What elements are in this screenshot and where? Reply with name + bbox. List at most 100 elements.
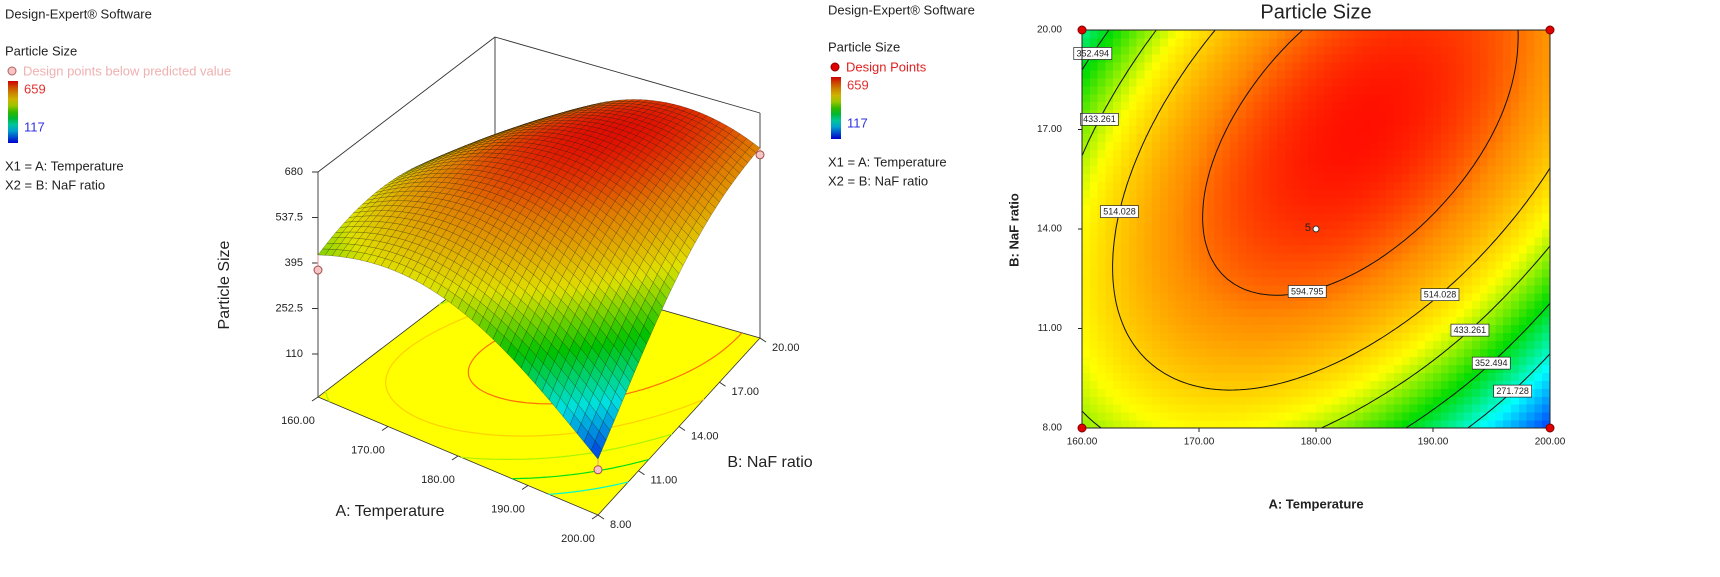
heat-cell [1183, 236, 1192, 246]
heat-cell [1292, 213, 1301, 222]
heat-cell [1331, 53, 1340, 63]
heat-cell [1425, 61, 1434, 71]
heat-cell [1518, 356, 1528, 365]
heat-cell [1433, 396, 1442, 405]
heat-cell [1394, 101, 1403, 111]
y-tick-label: 11.00 [1038, 323, 1063, 334]
heat-cell [1167, 173, 1177, 182]
heat-cell [1183, 221, 1192, 230]
heat-cell [1425, 420, 1434, 428]
heat-cell [1245, 93, 1255, 103]
heat-cell [1440, 380, 1450, 389]
heat-cell [1245, 125, 1255, 135]
heat-cell [1136, 276, 1145, 286]
heat-cell [1433, 101, 1442, 111]
heat-cell [1167, 260, 1177, 270]
heat-cell [1456, 141, 1465, 150]
heat-cell [1160, 348, 1169, 357]
heat-cell [1144, 300, 1153, 310]
heat-cell [1191, 205, 1200, 214]
heat-cell [1277, 380, 1286, 389]
heat-cell [1511, 420, 1520, 428]
heat-cell [1160, 101, 1169, 111]
heat-cell [1206, 396, 1216, 405]
heat-cell [1261, 205, 1270, 214]
heat-cell [1284, 181, 1294, 190]
heat-cell [1425, 205, 1434, 214]
heat-cell [1206, 244, 1216, 254]
heat-cell [1362, 396, 1372, 405]
heat-cell [1214, 292, 1223, 302]
heat-cell [1206, 61, 1216, 71]
heat-cell [1378, 37, 1387, 47]
heat-cell [1425, 268, 1434, 278]
heat-cell [1191, 268, 1200, 278]
heat-cell [1167, 37, 1177, 47]
heat-cell [1464, 316, 1473, 326]
heat-cell [1425, 125, 1434, 135]
heat-cell [1495, 30, 1504, 39]
heat-cell [1300, 229, 1309, 238]
heat-cell [1167, 77, 1177, 87]
heat-cell [1518, 53, 1528, 63]
heat-cell [1269, 189, 1278, 198]
heat-cell [1113, 173, 1122, 182]
heat-cell [1175, 356, 1184, 365]
heat-cell [1370, 125, 1379, 135]
heat-cell [1253, 388, 1262, 397]
heat-cell [1503, 213, 1512, 222]
heat-cell [1542, 189, 1550, 198]
heat-cell [1261, 165, 1270, 174]
heat-cell [1378, 53, 1387, 63]
heat-cell [1097, 412, 1106, 421]
heat-cell [1472, 396, 1481, 405]
heat-cell [1245, 348, 1255, 357]
heat-cell [1144, 396, 1153, 405]
heat-cell [1425, 324, 1434, 334]
heat-cell [1183, 45, 1192, 55]
heat-cell [1136, 101, 1145, 111]
heat-cell [1323, 109, 1333, 119]
heat-cell [1409, 141, 1418, 150]
heat-cell [1526, 77, 1535, 87]
heat-cell [1316, 173, 1325, 182]
heat-cell [1464, 125, 1473, 135]
heat-cell [1495, 109, 1504, 119]
heat-cell [1495, 189, 1504, 198]
heat-cell [1308, 348, 1317, 357]
heat-cell [1409, 236, 1418, 246]
heat-cell [1206, 85, 1216, 95]
heat-cell [1409, 189, 1418, 198]
heat-cell [1261, 340, 1270, 349]
heat-cell [1175, 396, 1184, 405]
heat-cell [1355, 165, 1364, 174]
heat-cell [1386, 189, 1395, 198]
heat-cell [1245, 316, 1255, 326]
heat-cell [1409, 388, 1418, 397]
heat-cell [1183, 396, 1192, 405]
heat-cell [1362, 412, 1372, 421]
heat-cell [1121, 292, 1130, 302]
heat-cell [1440, 221, 1450, 230]
heat-cell [1456, 260, 1465, 270]
heat-cell [1261, 244, 1270, 254]
heat-cell [1269, 133, 1278, 143]
heat-cell [1401, 236, 1411, 246]
heat-cell [1440, 133, 1450, 143]
heat-cell [1347, 53, 1356, 63]
heat-cell [1316, 69, 1325, 79]
heat-cell [1222, 340, 1231, 349]
heat-cell [1183, 404, 1192, 413]
heat-cell [1409, 324, 1418, 334]
heat-cell [1355, 173, 1364, 182]
heat-cell [1105, 30, 1114, 39]
heat-cell [1503, 268, 1512, 278]
heat-cell [1152, 244, 1161, 254]
heat-cell [1167, 189, 1177, 198]
heat-cell [1222, 404, 1231, 413]
heat-cell [1440, 205, 1450, 214]
heat-cell [1511, 189, 1520, 198]
heat-cell [1331, 340, 1340, 349]
heat-cell [1284, 229, 1294, 238]
heat-cell [1183, 268, 1192, 278]
